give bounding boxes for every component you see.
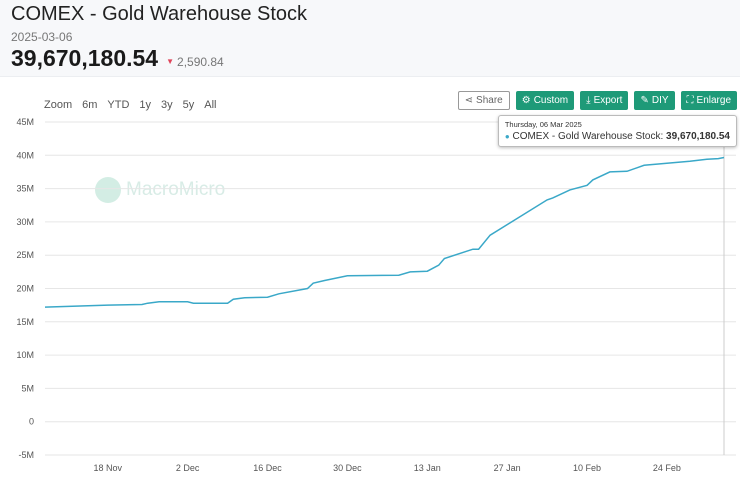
change: ▼ 2,590.84 — [166, 55, 224, 69]
y-tick-label: 0 — [29, 417, 34, 427]
logo-icon — [95, 177, 121, 203]
x-tick-label: 30 Dec — [333, 463, 362, 473]
range-5y[interactable]: 5y — [182, 99, 195, 111]
value-row: 39,670,180.54 ▼ 2,590.84 — [11, 45, 224, 72]
custom-button[interactable]: ⚙ Custom — [515, 91, 575, 110]
y-tick-label: 40M — [16, 150, 34, 160]
range-3y[interactable]: 3y — [161, 99, 173, 111]
y-tick-label: 30M — [16, 217, 34, 227]
tooltip-series: COMEX - Gold Warehouse Stock: — [512, 131, 664, 142]
range-ytd[interactable]: YTD — [107, 99, 130, 111]
y-tick-label: 10M — [16, 350, 34, 360]
range-all[interactable]: All — [204, 99, 217, 111]
x-tick-label: 16 Dec — [253, 463, 282, 473]
series-dot-icon: ● — [504, 132, 510, 141]
watermark-logo: MacroMicro — [95, 177, 225, 203]
chart-toolbar: ⋖ Share ⚙ Custom ⤓ Export ✎ DIY ⛶ Enlarge — [457, 91, 737, 110]
enlarge-label: Enlarge — [696, 95, 731, 106]
share-button[interactable]: ⋖ Share — [457, 91, 510, 110]
y-tick-label: 45M — [16, 117, 34, 127]
share-label: Share — [476, 95, 503, 106]
down-triangle-icon: ▼ — [166, 57, 175, 66]
change-value: 2,590.84 — [177, 55, 224, 69]
latest-date: 2025-03-06 — [11, 30, 73, 44]
header: COMEX - Gold Warehouse Stock 2025-03-06 … — [0, 0, 740, 77]
tooltip-value: 39,670,180.54 — [666, 131, 730, 142]
y-tick-label: -5M — [19, 450, 35, 460]
range-1y[interactable]: 1y — [139, 99, 152, 111]
pencil-icon: ✎ — [640, 95, 649, 106]
x-tick-label: 18 Nov — [93, 463, 122, 473]
x-tick-label: 10 Feb — [573, 463, 601, 473]
range-6m[interactable]: 6m — [82, 99, 98, 111]
tooltip: Thursday, 06 Mar 2025 ● COMEX - Gold War… — [497, 115, 737, 147]
diy-button[interactable]: ✎ DIY — [634, 91, 675, 110]
share-icon: ⋖ — [464, 95, 474, 106]
x-tick-label: 13 Jan — [414, 463, 441, 473]
watermark-text: MacroMicro — [126, 179, 226, 200]
latest-value: 39,670,180.54 — [11, 45, 159, 71]
range-selector: Zoom 6m YTD 1y 3y 5y All — [44, 99, 217, 111]
y-tick-label: 15M — [16, 317, 34, 327]
gear-icon: ⚙ — [521, 95, 531, 106]
y-tick-label: 25M — [16, 250, 34, 260]
download-icon: ⤓ — [586, 95, 591, 106]
expand-icon: ⛶ — [686, 95, 694, 106]
export-button[interactable]: ⤓ Export — [580, 91, 629, 110]
enlarge-button[interactable]: ⛶ Enlarge — [680, 91, 737, 110]
y-tick-label: 20M — [16, 284, 34, 294]
page-title: COMEX - Gold Warehouse Stock — [11, 3, 308, 25]
export-label: Export — [593, 95, 623, 106]
x-tick-label: 2 Dec — [176, 463, 200, 473]
x-tick-label: 24 Feb — [653, 463, 681, 473]
diy-label: DIY — [651, 95, 669, 106]
x-tick-label: 27 Jan — [494, 463, 521, 473]
y-tick-label: 35M — [16, 184, 34, 194]
y-tick-label: 5M — [21, 383, 34, 393]
zoom-label: Zoom — [44, 99, 73, 111]
custom-label: Custom — [533, 95, 569, 106]
series-line — [44, 156, 725, 308]
tooltip-date: Thursday, 06 Mar 2025 — [504, 120, 582, 129]
